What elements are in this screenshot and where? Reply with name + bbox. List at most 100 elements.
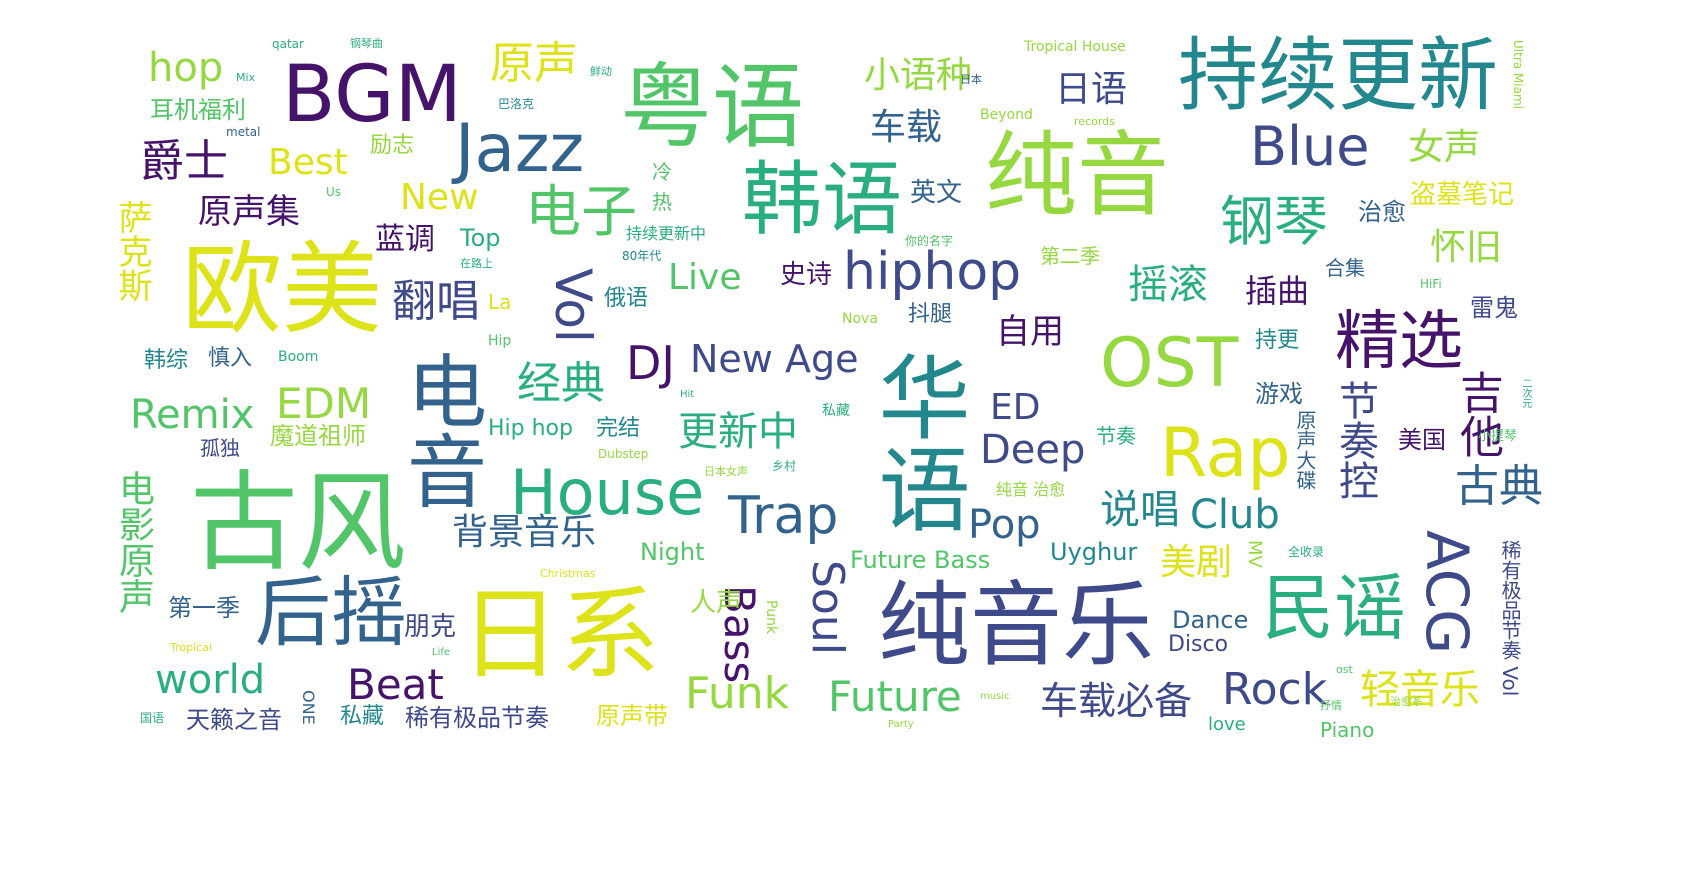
word: Funk xyxy=(685,668,790,719)
word: hiphop xyxy=(843,242,1022,302)
word: 魔道祖师 xyxy=(270,422,366,450)
word: 纯音 治愈 xyxy=(996,480,1066,499)
word: Blue xyxy=(1250,115,1370,178)
word: Nova xyxy=(842,311,878,327)
word: hop xyxy=(148,45,224,91)
word: 合集 xyxy=(1325,256,1365,280)
word: 国语 xyxy=(140,711,165,725)
word: 80年代 xyxy=(622,249,662,263)
word: Mix xyxy=(236,71,256,84)
word: 私藏 xyxy=(822,403,850,419)
word: Hip hop xyxy=(488,416,573,441)
word: 经典 xyxy=(517,358,605,409)
word: 电音 xyxy=(394,350,487,510)
word: 原声大碟 xyxy=(1293,410,1317,490)
word: New xyxy=(400,177,479,218)
word: 稀有极品节奏 xyxy=(405,704,549,732)
word: Deep xyxy=(980,427,1086,473)
word: 二次元 xyxy=(1520,378,1531,408)
word: 原声带 xyxy=(596,702,668,730)
word: 插曲 xyxy=(1245,272,1310,310)
word: Live xyxy=(668,257,742,298)
word: 钢琴曲 xyxy=(350,37,383,50)
word: 稀有极品节奏 Vol xyxy=(1498,540,1522,697)
word: HiFi xyxy=(1420,277,1442,291)
word: 钢琴 xyxy=(1220,190,1328,253)
word: 更新中 xyxy=(678,409,798,455)
word: Disco xyxy=(1168,632,1229,657)
word: Punk xyxy=(763,600,779,635)
word: 车载必备 xyxy=(1040,679,1193,723)
word: EDM xyxy=(276,379,372,428)
word: 电影原声 xyxy=(113,470,154,614)
word: Remix xyxy=(130,392,255,438)
word: 后摇 xyxy=(255,568,407,657)
word: Tropical xyxy=(170,641,212,654)
word: BGM xyxy=(282,50,462,140)
word: 第一季 xyxy=(168,594,240,622)
word: Rock xyxy=(1222,664,1328,715)
word: 英文 xyxy=(910,178,963,208)
word: 纯音 xyxy=(985,122,1170,229)
word: 天籁之音 xyxy=(186,706,282,734)
word: Future Bass xyxy=(850,546,991,574)
word: Vol xyxy=(544,268,602,343)
word: 俄语 xyxy=(604,286,649,311)
word: 古典 xyxy=(1455,461,1543,512)
word: ost xyxy=(1336,663,1353,676)
word: Boom xyxy=(278,349,319,365)
word: Trap xyxy=(728,486,839,546)
word: 第二季 xyxy=(1040,244,1100,268)
word: Jazz xyxy=(455,110,585,187)
word: 原声 xyxy=(490,38,578,89)
word: 史诗 xyxy=(780,260,833,290)
word: 全收录 xyxy=(1288,545,1325,559)
word: 热 xyxy=(652,190,672,214)
word: 励志 xyxy=(370,133,415,158)
word: 摇滚 xyxy=(1128,262,1208,308)
word: 电子 xyxy=(525,180,637,245)
word: DJ xyxy=(626,336,675,390)
word: 持更 xyxy=(1255,328,1300,353)
word: 精选 xyxy=(1335,305,1463,379)
word: 节奏控 xyxy=(1332,380,1378,500)
word: 冷 xyxy=(652,160,672,184)
word: Dubstep xyxy=(598,447,649,461)
word: Hit xyxy=(680,389,695,400)
word: 韩语 xyxy=(742,153,902,246)
word: 雷鬼 xyxy=(1470,294,1518,322)
word: 抒情 xyxy=(1320,699,1342,712)
word: world xyxy=(155,657,266,703)
word: 美国 xyxy=(1398,426,1446,454)
word: New Age xyxy=(690,337,859,381)
word: 怀旧 xyxy=(1430,227,1503,268)
word: love xyxy=(1208,714,1246,735)
word: 吉他 xyxy=(1452,370,1503,458)
word: 人声 xyxy=(690,588,743,618)
word: Hip xyxy=(488,333,512,349)
word: 慎入 xyxy=(208,346,253,371)
word: OST xyxy=(1100,324,1239,403)
word: 小提琴 xyxy=(1478,429,1518,444)
word: Beyond xyxy=(980,107,1033,123)
word: 日本 xyxy=(960,73,982,86)
word: 乡村 xyxy=(772,459,797,473)
word: 民谣 xyxy=(1262,566,1407,650)
word: 轻音乐 xyxy=(1360,667,1480,713)
word: Tropical House xyxy=(1024,39,1126,55)
word: 翻唱 xyxy=(392,276,480,327)
word: 自用 xyxy=(996,312,1064,352)
word: Top xyxy=(460,224,501,252)
word: Bass xyxy=(715,585,764,684)
word: Rap xyxy=(1160,414,1291,493)
word: Party xyxy=(888,719,914,730)
word: 原声集 xyxy=(198,192,300,232)
word: 游戏 xyxy=(1255,380,1303,408)
word: 朋克 xyxy=(404,612,457,642)
word: 孤独 xyxy=(200,436,240,460)
word: Club xyxy=(1190,492,1280,538)
word: 爵士 xyxy=(140,136,228,187)
word: 治愈 xyxy=(1358,198,1406,226)
word: 欧美 xyxy=(182,231,382,348)
word: Future xyxy=(828,672,962,721)
